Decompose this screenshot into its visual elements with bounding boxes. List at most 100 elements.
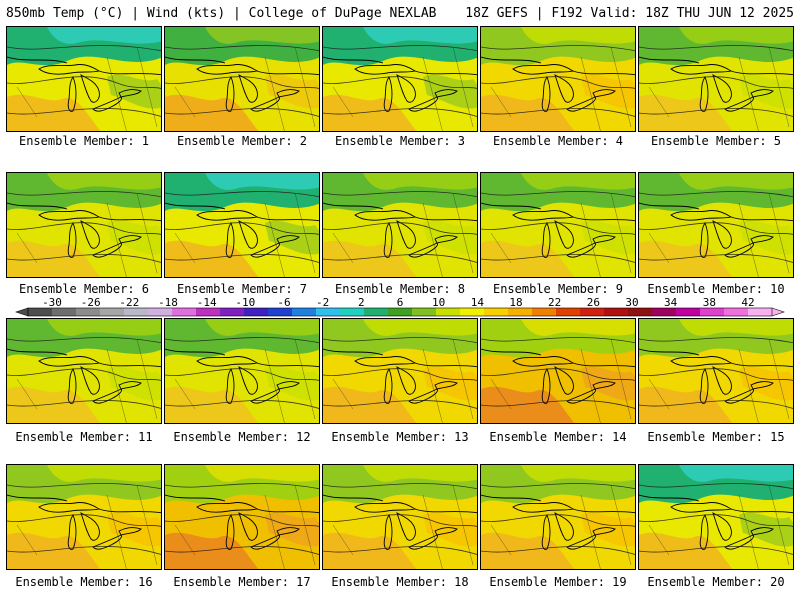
great-lakes-outline xyxy=(165,348,319,404)
colorbar-swatch xyxy=(604,308,629,316)
colorbar-swatch xyxy=(436,308,461,316)
colorbar-swatch xyxy=(628,308,653,316)
temperature-field xyxy=(639,319,793,423)
ensemble-member-map xyxy=(480,26,636,132)
ensemble-member-label: Ensemble Member: 12 xyxy=(173,430,311,444)
ensemble-member-label: Ensemble Member: 15 xyxy=(647,430,785,444)
great-lakes-outline xyxy=(639,56,793,112)
ensemble-member-map xyxy=(164,26,320,132)
ensemble-member-label: Ensemble Member: 8 xyxy=(334,282,466,296)
colorbar-swatch xyxy=(460,308,485,316)
temperature-field xyxy=(323,319,477,423)
temperature-field xyxy=(7,465,161,569)
temperature-band-warm xyxy=(481,532,575,569)
height-contours xyxy=(7,483,161,555)
colorbar-swatch xyxy=(52,308,77,316)
colorbar-swatch xyxy=(268,308,293,316)
temperature-field xyxy=(165,173,319,277)
temperature-field xyxy=(481,319,635,423)
colorbar-tick-label: 38 xyxy=(703,296,716,309)
ensemble-member-map xyxy=(322,464,478,570)
height-contours xyxy=(481,337,635,409)
great-lakes-outline xyxy=(165,202,319,258)
great-lakes-outline xyxy=(481,348,635,404)
colorbar-swatch xyxy=(364,308,389,316)
great-lakes-outline xyxy=(481,202,635,258)
ensemble-member-label: Ensemble Member: 6 xyxy=(18,282,150,296)
great-lakes-outline xyxy=(7,56,161,112)
ensemble-member-label: Ensemble Member: 16 xyxy=(15,575,153,589)
colorbar-swatch xyxy=(724,308,749,316)
height-contours xyxy=(639,45,793,117)
colorbar-swatch xyxy=(580,308,605,316)
colorbar-swatch xyxy=(652,308,677,316)
colorbar-tick-label: 2 xyxy=(358,296,365,309)
colorbar-swatch xyxy=(748,308,773,316)
temperature-band-warm xyxy=(7,532,101,569)
temperature-band-warm xyxy=(639,386,733,423)
colorbar-right-arrow xyxy=(771,307,785,317)
temperature-band-warm xyxy=(165,94,259,131)
colorbar-tick-label: 34 xyxy=(664,296,678,309)
great-lakes-outline xyxy=(165,494,319,550)
height-contours xyxy=(165,483,319,555)
ensemble-member-map xyxy=(322,172,478,278)
temperature-band-warm xyxy=(165,532,259,569)
ensemble-member-map xyxy=(6,26,162,132)
colorbar-tick-label: 18 xyxy=(509,296,522,309)
colorbar-swatch xyxy=(172,308,197,316)
temperature-field xyxy=(639,27,793,131)
height-contours xyxy=(165,45,319,117)
height-contours xyxy=(7,45,161,117)
ensemble-member-map xyxy=(164,464,320,570)
temperature-band-warm xyxy=(639,94,733,131)
ensemble-member-label: Ensemble Member: 18 xyxy=(331,575,469,589)
colorbar-swatch xyxy=(292,308,317,316)
ensemble-member-map xyxy=(6,318,162,424)
temperature-field xyxy=(7,319,161,423)
temperature-band-warm xyxy=(323,386,417,423)
colorbar-left-arrow xyxy=(15,307,29,317)
height-contours xyxy=(165,337,319,409)
great-lakes-outline xyxy=(639,494,793,550)
temperature-field xyxy=(7,173,161,277)
height-contours xyxy=(7,337,161,409)
colorbar-swatch xyxy=(220,308,245,316)
colorbar-tick-label: -6 xyxy=(277,296,290,309)
temperature-band-warm xyxy=(481,386,575,423)
ensemble-member-label: Ensemble Member: 19 xyxy=(489,575,627,589)
temperature-field xyxy=(639,173,793,277)
ensemble-member-label: Ensemble Member: 13 xyxy=(331,430,469,444)
temperature-colorbar: -30 -26 -22 -18 -14 -10 -6 -2 2 6 10 14 18 22 26 30 34 38… xyxy=(15,296,785,317)
temperature-field xyxy=(323,27,477,131)
great-lakes-outline xyxy=(323,202,477,258)
height-contours xyxy=(639,191,793,263)
temperature-field xyxy=(165,27,319,131)
colorbar-swatch xyxy=(196,308,221,316)
ensemble-member-map xyxy=(480,464,636,570)
temperature-field xyxy=(481,173,635,277)
height-contours xyxy=(323,45,477,117)
colorbar-swatch xyxy=(316,308,341,316)
ensemble-member-label: Ensemble Member: 11 xyxy=(15,430,153,444)
ensemble-member-label: Ensemble Member: 3 xyxy=(334,134,466,148)
colorbar-tick-label: 14 xyxy=(471,296,485,309)
great-lakes-outline xyxy=(639,348,793,404)
ensemble-member-label: Ensemble Member: 14 xyxy=(489,430,627,444)
temperature-field xyxy=(7,27,161,131)
great-lakes-outline xyxy=(481,494,635,550)
colorbar-swatch xyxy=(124,308,149,316)
great-lakes-outline xyxy=(639,202,793,258)
ensemble-member-label: Ensemble Member: 17 xyxy=(173,575,311,589)
temperature-band-warm xyxy=(639,532,733,569)
ensemble-member-label: Ensemble Member: 7 xyxy=(176,282,308,296)
height-contours xyxy=(639,483,793,555)
ensemble-member-label: Ensemble Member: 5 xyxy=(650,134,782,148)
temperature-field xyxy=(323,465,477,569)
colorbar-swatch xyxy=(244,308,269,316)
ensemble-member-map xyxy=(322,26,478,132)
temperature-band-warm xyxy=(323,94,417,131)
temperature-field xyxy=(481,465,635,569)
temperature-band-warm xyxy=(481,240,575,277)
ensemble-member-label: Ensemble Member: 4 xyxy=(492,134,624,148)
